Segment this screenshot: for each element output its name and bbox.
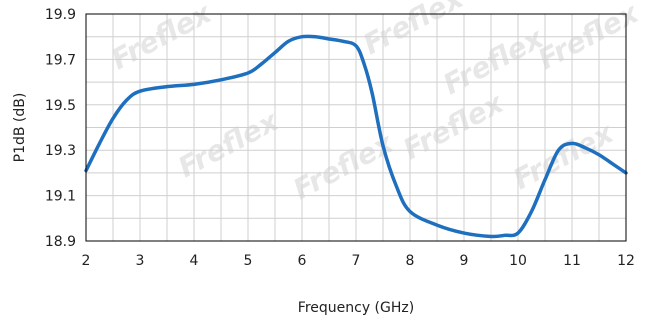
plot-frame [85,13,627,242]
x-tick-label: 11 [563,253,581,269]
series-layer [84,34,628,239]
y-tick-label: 19.3 [45,143,76,159]
x-tick-label: 10 [509,253,527,269]
series-line [84,34,628,239]
x-tick-label: 8 [406,253,415,269]
watermark-text: Freflex [173,104,285,184]
x-axis-label: Frequency (GHz) [298,300,414,316]
x-tick-label: 9 [460,253,469,269]
x-tick-label: 2 [82,253,91,269]
y-tick-label: 19.5 [45,98,76,114]
y-tick-label: 19.9 [45,7,76,23]
x-tick-label: 3 [136,253,145,269]
x-tick-label: 6 [298,253,307,269]
y-tick-labels: 18.9 19.1 19.3 19.5 19.7 19.9 [45,7,76,250]
x-tick-label: 12 [617,253,635,269]
y-tick-label: 18.9 [45,234,76,250]
x-tick-labels: 2 3 4 5 6 7 8 9 10 11 12 [82,253,635,269]
watermark-text: Freflex [106,0,218,76]
x-tick-label: 7 [352,253,361,269]
y-tick-label: 19.1 [45,189,76,205]
grid [86,14,626,241]
x-tick-label: 4 [190,253,199,269]
y-axis-label: P1dB (dB) [12,93,28,163]
watermark-text: Freflex [358,0,470,61]
x-tick-label: 5 [244,253,253,269]
watermark-text: Freflex [533,0,645,76]
y-tick-label: 19.7 [45,52,76,68]
